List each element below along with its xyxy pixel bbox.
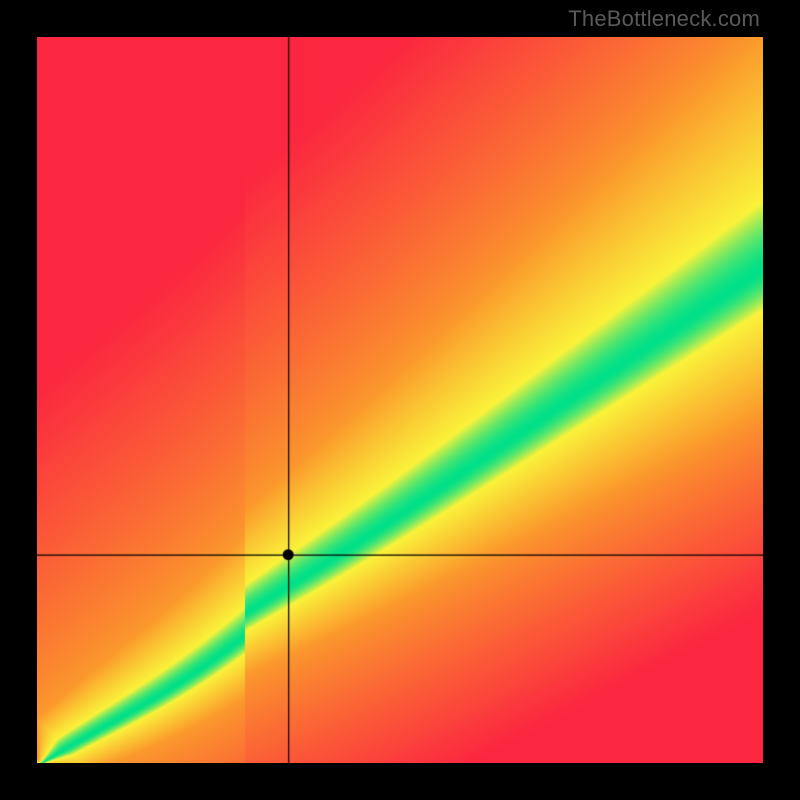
watermark-text: TheBottleneck.com: [568, 6, 760, 32]
chart-frame: TheBottleneck.com: [0, 0, 800, 800]
bottleneck-heatmap: [37, 37, 763, 763]
